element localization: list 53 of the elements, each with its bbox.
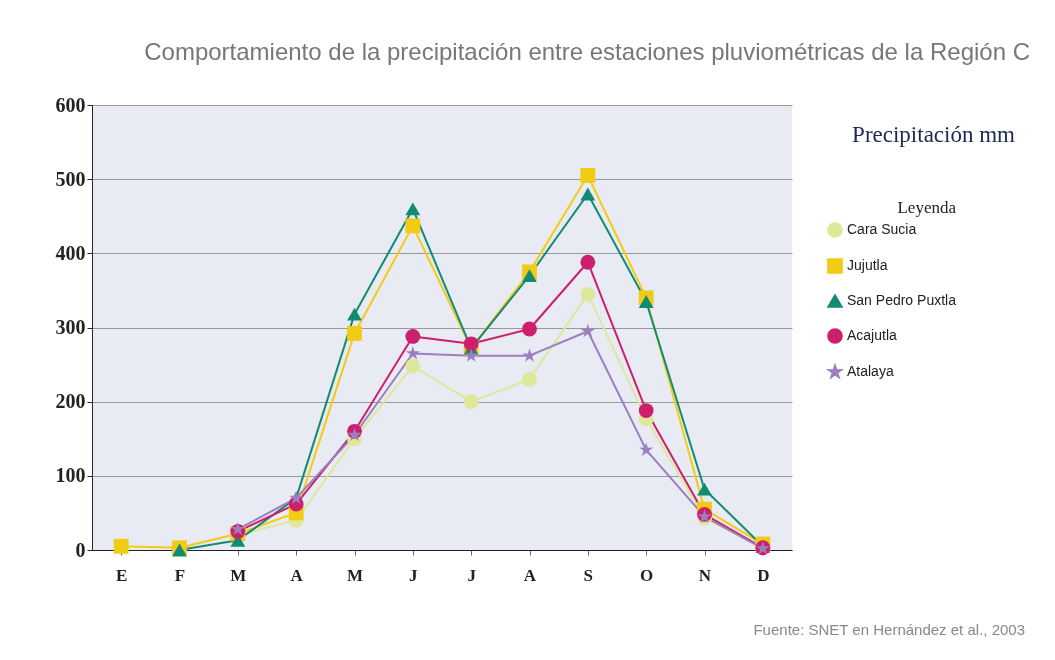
y-tick-label: 100	[55, 464, 86, 487]
point	[464, 348, 479, 362]
x-tick-label: M	[346, 565, 364, 585]
x-tick-label: S	[583, 565, 594, 585]
point	[463, 336, 479, 352]
x-tick-label: J	[467, 565, 477, 585]
point	[580, 254, 596, 270]
x-tick-label: J	[409, 565, 419, 585]
point	[697, 482, 712, 496]
y-tick-label: 400	[55, 241, 86, 264]
point	[580, 286, 596, 302]
x-tick-label: D	[757, 565, 770, 585]
point	[522, 321, 537, 337]
x-tick-label: M	[230, 565, 247, 585]
point	[347, 307, 362, 321]
y-tick-label: 0	[75, 538, 86, 561]
y-tick-label: 600	[55, 93, 86, 116]
legend-label: Jujutla	[847, 257, 888, 273]
legend-label: Cara Sucia	[847, 221, 917, 237]
legend-label: Atalaya	[847, 363, 894, 379]
point	[580, 323, 595, 338]
legend-label: San Pedro Puxtla	[847, 292, 957, 308]
x-tick-label: O	[640, 565, 654, 585]
point	[405, 346, 420, 360]
x-tick-label: A	[523, 565, 537, 585]
point	[638, 403, 654, 418]
point	[522, 348, 537, 362]
point	[347, 427, 362, 442]
x-tick-label: N	[698, 565, 712, 585]
chart-title: Comportamiento de la precipitación entre estaciones pluviométricas de la Región C	[144, 38, 1030, 66]
source-note: Fuente: SNET en Hernández et al., 2003	[753, 621, 1025, 638]
point	[405, 202, 421, 216]
point	[639, 442, 654, 456]
point	[113, 538, 129, 554]
y-tick-label: 500	[55, 167, 86, 190]
legend-title: Leyenda	[897, 198, 957, 217]
point	[522, 372, 537, 387]
point	[638, 295, 654, 308]
point	[463, 394, 479, 410]
point	[580, 168, 596, 183]
point	[522, 269, 537, 283]
point	[405, 218, 421, 234]
x-tick-label: F	[174, 565, 186, 585]
legend-label: Acajutla	[847, 327, 898, 343]
x-tick-label: E	[115, 565, 128, 585]
point	[580, 187, 596, 201]
y-tick-label: 300	[55, 316, 86, 338]
point	[405, 329, 421, 344]
point	[347, 326, 362, 341]
y-tick-label: 200	[55, 390, 86, 413]
point	[405, 358, 421, 374]
text: Precipitación mm	[852, 122, 1015, 148]
x-tick-label: A	[290, 565, 304, 585]
